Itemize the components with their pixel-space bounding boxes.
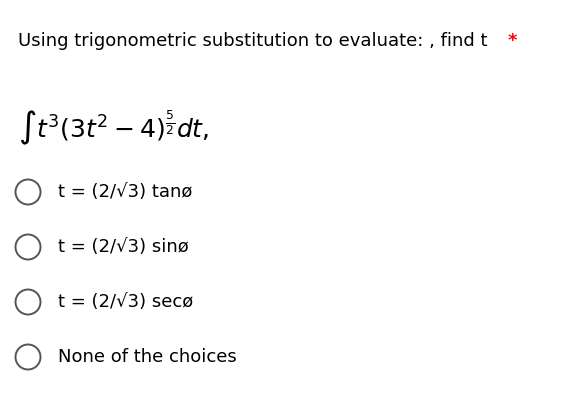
Text: Using trigonometric substitution to evaluate: , find t: Using trigonometric substitution to eval…	[18, 32, 493, 50]
Text: t = (2/√3) tanø: t = (2/√3) tanø	[58, 183, 193, 201]
Text: t = (2/√3) sinø: t = (2/√3) sinø	[58, 238, 189, 256]
Text: None of the choices: None of the choices	[58, 348, 237, 366]
Text: *: *	[508, 32, 518, 50]
Text: t = (2/√3) secø: t = (2/√3) secø	[58, 293, 193, 311]
Text: $\int t^3(3t^2 - 4)^{\frac{5}{2}}dt,$: $\int t^3(3t^2 - 4)^{\frac{5}{2}}dt,$	[18, 109, 209, 147]
